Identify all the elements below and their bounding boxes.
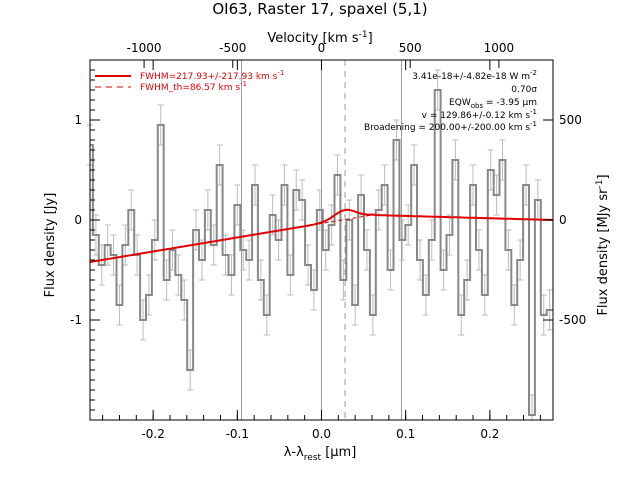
top-tick-label: -500: [219, 41, 246, 55]
y-axis-label-right: Flux density [MJy sr-1]: [595, 174, 611, 315]
top-tick-label: 500: [399, 41, 422, 55]
annotation-sigma: 0.70σ: [511, 85, 537, 95]
annotation-velocity: v = 129.86+/-0.12 km s-1: [422, 108, 537, 121]
plot-area: -0.2 -0.1 0.0 0.1 0.2 -1 0 1 -1000 -500 0 500 1000 -5…: [70, 41, 586, 441]
x-axis-label: λ-λrest [μm]: [284, 445, 357, 463]
x-tick-label: 0.2: [480, 427, 499, 441]
fit-annotations: 3.41e-18+/-4.82e-18 W m-2 0.70σ EQWobs =…: [364, 69, 537, 133]
x-tick-label: 0.1: [396, 427, 415, 441]
top-tick-label: -1000: [127, 41, 162, 55]
top-axis-label: Velocity [km s-1]: [267, 30, 372, 46]
legend-entry-fwhm: FWHM=217.93+/-217.93 km s-1: [140, 69, 284, 82]
x-tick-label: -0.1: [226, 427, 249, 441]
legend: FWHM=217.93+/-217.93 km s-1 FWHM_th=86.5…: [95, 69, 284, 93]
x-tick-label: 0.0: [312, 427, 331, 441]
annotation-broadening: Broadening = 200.00+/-200.00 km s-1: [364, 120, 537, 133]
gaussian-fit-line: [89, 208, 554, 263]
data-spectrum: [90, 89, 553, 416]
right-tick-label: 0: [559, 213, 567, 227]
y-axis-label-left: Flux density [Jy]: [43, 193, 58, 298]
legend-entry-fwhm-th: FWHM_th=86.57 km s-1: [140, 80, 247, 93]
y-tick-label: 1: [74, 113, 82, 127]
right-tick-label: -500: [559, 313, 586, 327]
x-tick-label: -0.2: [141, 427, 164, 441]
y-tick-label: 0: [74, 213, 82, 227]
annotation-flux: 3.41e-18+/-4.82e-18 W m-2: [412, 69, 537, 82]
top-tick-label: 1000: [484, 41, 515, 55]
top-tick-label: 0: [318, 41, 326, 55]
y-tick-label: -1: [70, 313, 82, 327]
right-tick-label: 500: [559, 113, 582, 127]
annotation-eqw: EQWobs = -3.95 μm: [449, 98, 537, 110]
chart-title: OI63, Raster 17, spaxel (5,1): [212, 0, 427, 18]
